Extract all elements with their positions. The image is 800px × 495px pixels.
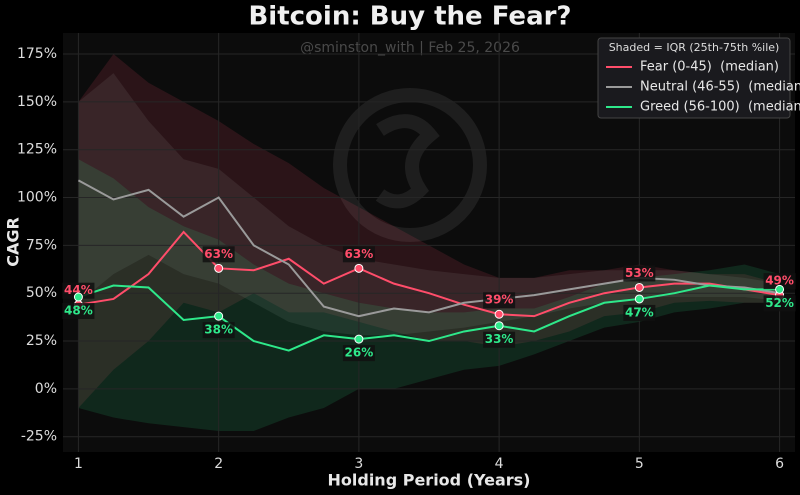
median-line <box>78 284 780 352</box>
point-marker <box>775 284 785 294</box>
point-marker <box>214 263 224 273</box>
y-tick-label: 25% <box>26 333 57 349</box>
data-label: 38% <box>204 323 233 337</box>
x-tick-label: 4 <box>495 456 504 472</box>
x-tick-label: 6 <box>775 456 784 472</box>
y-tick-label: 50% <box>26 285 57 301</box>
label-box <box>763 295 796 312</box>
data-label: 44% <box>64 283 93 297</box>
point-marker <box>634 282 644 292</box>
iqr-band <box>78 159 780 431</box>
data-label: 63% <box>204 247 233 261</box>
data-label: 49% <box>765 274 794 288</box>
label-box <box>623 304 656 321</box>
point-marker <box>494 309 504 319</box>
label-box <box>483 292 516 309</box>
x-tick-label: 3 <box>354 456 363 472</box>
y-tick-label: 75% <box>26 237 57 253</box>
data-label: 53% <box>625 266 654 280</box>
chart-title: Bitcoin: Buy the Fear? <box>248 2 571 32</box>
legend-label: Greed (56-100) (median) <box>640 100 800 115</box>
legend-label: Neutral (46-55) (median) <box>640 80 800 95</box>
data-label: 39% <box>485 293 514 307</box>
data-label: 48% <box>64 304 93 318</box>
label-box <box>202 322 235 339</box>
point-marker <box>494 321 504 331</box>
x-tick-label: 2 <box>214 456 223 472</box>
x-tick-label: 1 <box>74 456 83 472</box>
label-box <box>62 282 95 299</box>
data-label: 33% <box>485 332 514 346</box>
median-line <box>78 230 780 318</box>
chart-subtitle: @sminston_with | Feb 25, 2026 <box>300 40 520 56</box>
x-axis-label: Holding Period (Years) <box>328 471 531 490</box>
y-tick-label: 150% <box>17 94 57 110</box>
label-box <box>763 273 796 290</box>
y-tick-label: 0% <box>35 381 57 397</box>
point-marker <box>354 263 364 273</box>
label-box <box>342 246 375 263</box>
data-label: 47% <box>625 305 654 319</box>
label-box <box>202 246 235 263</box>
label-box <box>342 345 375 362</box>
x-tick-label: 5 <box>635 456 644 472</box>
legend-label: Fear (0-45) (median) <box>640 60 779 75</box>
legend-title: Shaded = IQR (25th-75th %ile) <box>609 41 780 54</box>
data-label: 26% <box>345 346 374 360</box>
median-line <box>77 179 780 318</box>
point-marker <box>214 311 224 321</box>
y-axis-label: CAGR <box>4 217 23 267</box>
y-tick-label: 175% <box>17 46 57 62</box>
point-marker <box>634 294 644 304</box>
label-box <box>483 331 516 348</box>
legend-box <box>597 37 791 119</box>
watermark <box>333 88 487 242</box>
data-label: 63% <box>345 247 374 261</box>
y-tick-label: 100% <box>17 190 57 206</box>
point-marker <box>354 334 364 344</box>
point-marker <box>73 292 83 302</box>
y-tick-label: -25% <box>21 429 57 445</box>
label-box <box>623 265 656 282</box>
data-label: 52% <box>765 296 794 310</box>
y-tick-label: 125% <box>17 142 57 158</box>
label-box <box>62 303 95 320</box>
